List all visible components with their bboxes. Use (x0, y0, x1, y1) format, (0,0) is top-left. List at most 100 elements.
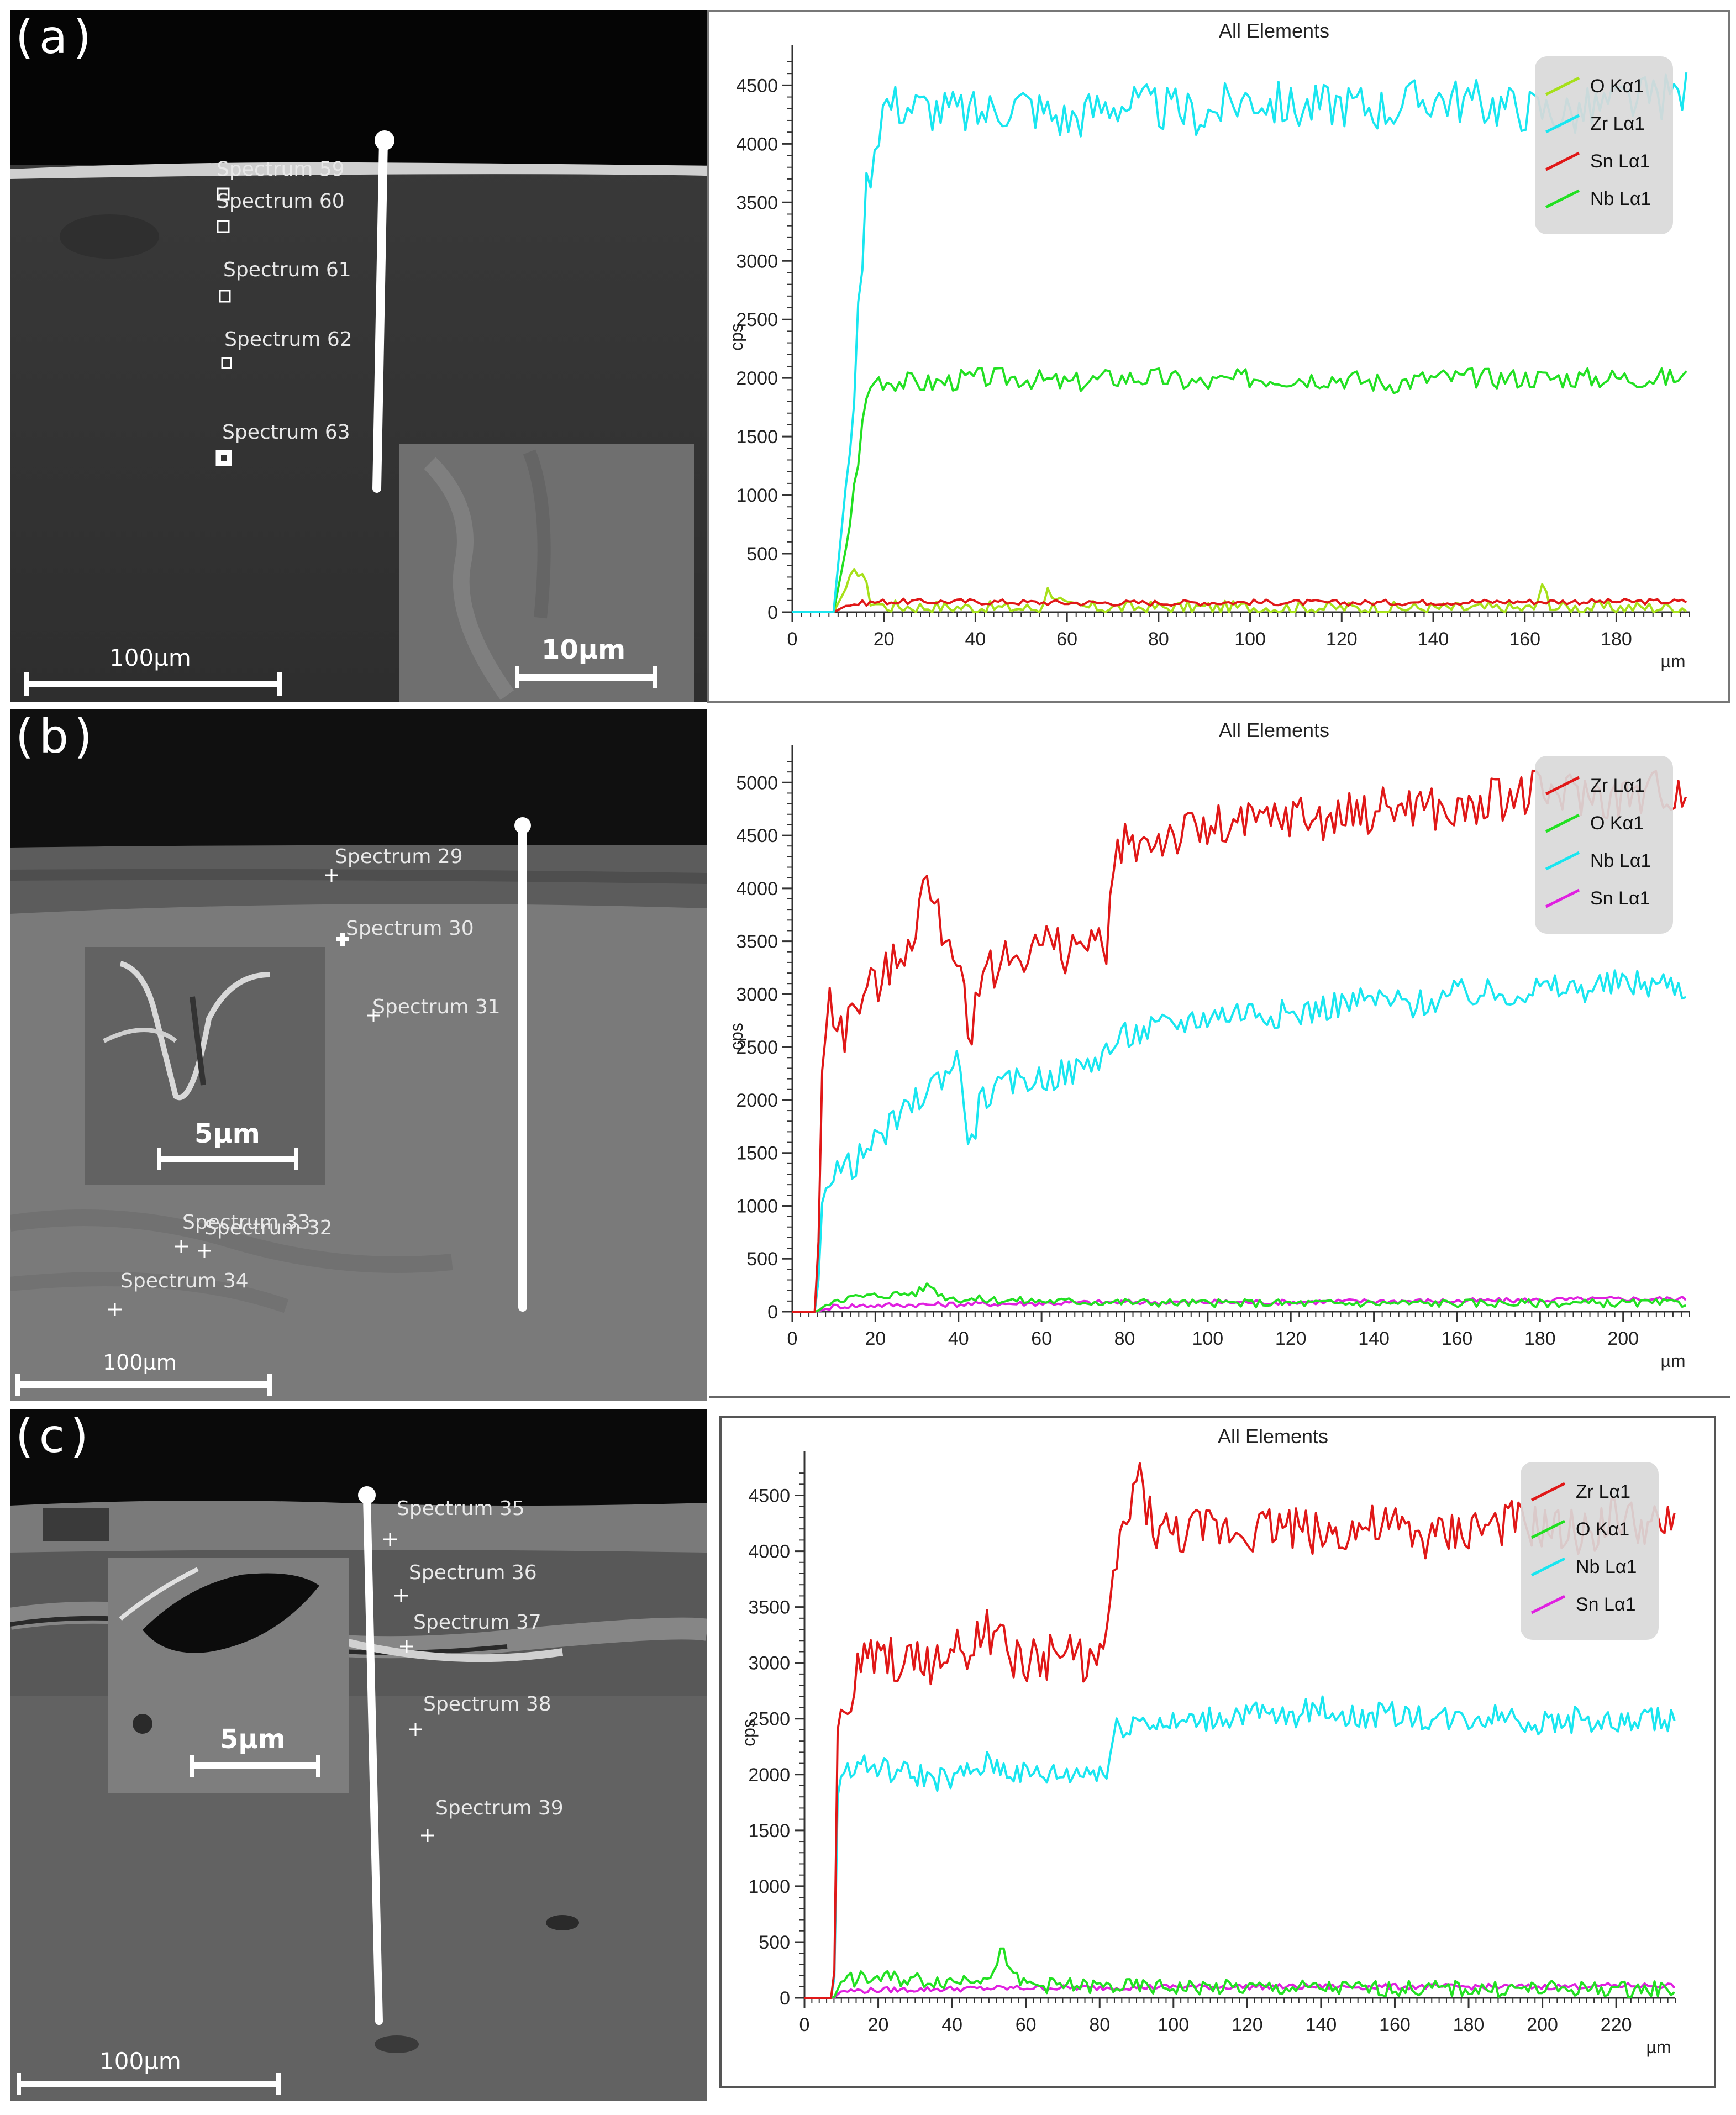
x-tick-label: 20 (868, 2014, 889, 2035)
series-line (792, 597, 1687, 613)
legend-swatch (1545, 851, 1580, 871)
y-tick-label: 2500 (736, 1037, 778, 1058)
x-tick-label: 220 (1601, 2014, 1632, 2035)
y-tick-label: 1000 (748, 1876, 790, 1897)
legend-label: Zr Lα1 (1576, 1481, 1630, 1502)
y-tick-label: 3000 (736, 984, 778, 1005)
x-tick-label: 80 (1148, 629, 1169, 650)
y-tick-label: 4000 (748, 1541, 790, 1562)
x-axis-label: µm (1660, 1351, 1685, 1371)
chart-title: All Elements (1219, 719, 1329, 741)
y-tick-label: 2000 (748, 1765, 790, 1786)
legend-label: Zr Lα1 (1590, 775, 1645, 796)
y-tick-label: 3000 (736, 251, 778, 272)
legend-label: Zr Lα1 (1590, 113, 1645, 134)
legend-label: Nb Lα1 (1576, 1556, 1637, 1577)
x-tick-label: 120 (1232, 2014, 1263, 2035)
legend-label: Nb Lα1 (1590, 188, 1651, 209)
panel-label-a: (a) (15, 10, 97, 64)
x-tick-label: 100 (1234, 629, 1266, 650)
series-line (792, 568, 1687, 613)
sem-image-c-graphic (10, 1409, 707, 2101)
sem-image-b-graphic (10, 709, 707, 1401)
spectrum-label: Spectrum 35 (397, 1497, 525, 1520)
legend-swatch (1545, 189, 1580, 209)
legend-swatch (1545, 76, 1580, 96)
y-tick-label: 2500 (736, 309, 778, 330)
scale-bar-main-label: 100µm (103, 1350, 177, 1375)
line-chart-b: All Elements 0 500 1000 1500 2000 2500 3000 3500… (709, 712, 1728, 1400)
legend-swatch (1530, 1595, 1566, 1614)
legend-box (1535, 56, 1673, 234)
y-tick-label: 3500 (736, 932, 778, 953)
x-tick-label: 100 (1158, 2014, 1189, 2035)
sem-image-a: (a) Spectrum 59 Spectrum 60 Spectrum 61 … (10, 10, 707, 702)
spectrum-label: Spectrum 38 (423, 1693, 551, 1716)
scale-bar-inset-label: 5µm (194, 1118, 260, 1149)
legend-label: O Kα1 (1590, 76, 1644, 97)
chart-frame-c (719, 1416, 1716, 2088)
spectrum-label: Spectrum 33 (182, 1211, 311, 1234)
legend-label: Sn Lα1 (1590, 151, 1650, 172)
x-tick-label: 120 (1326, 629, 1358, 650)
series-line (804, 1695, 1676, 1999)
x-tick-label: 40 (941, 2014, 962, 2035)
x-axis-label: µm (1646, 2037, 1671, 2057)
spectrum-label: Spectrum 30 (346, 917, 474, 940)
scale-bar-inset-label: 10µm (541, 634, 626, 665)
x-tick-label: 160 (1379, 2014, 1411, 2035)
spectrum-label: Spectrum 39 (435, 1797, 564, 1819)
y-axis-label: cps (727, 323, 746, 351)
y-tick-label: 5000 (736, 772, 778, 793)
sem-image-a-graphic (10, 10, 707, 702)
y-tick-label: 1000 (736, 1196, 778, 1217)
x-tick-label: 140 (1418, 629, 1449, 650)
y-tick-label: 500 (746, 1249, 778, 1270)
chart-frame-b-bottom (709, 1396, 1730, 1398)
line-chart-c: All Elements 0 500 1000 1500 2000 2500 3000 3500… (722, 1418, 1714, 2086)
y-tick-label: 4500 (736, 75, 778, 96)
spectrum-label: Spectrum 60 (217, 190, 345, 213)
spectrum-label: Spectrum 32 (204, 1217, 333, 1239)
legend-box (1535, 756, 1673, 934)
chart-title: All Elements (1218, 1425, 1328, 1448)
y-tick-label: 3500 (748, 1597, 790, 1618)
x-tick-label: 140 (1306, 2014, 1337, 2035)
chart-svg: All Elements0500100015002000250030003500… (739, 1425, 1676, 2057)
legend-swatch (1530, 1482, 1566, 1502)
legend-swatch (1545, 776, 1580, 796)
panel-label-b: (b) (15, 709, 98, 764)
spectrum-label: Spectrum 31 (372, 996, 501, 1018)
y-tick-label: 3000 (748, 1653, 790, 1674)
y-tick-label: 1000 (736, 485, 778, 506)
y-tick-label: 0 (767, 1302, 778, 1323)
y-tick-label: 4000 (736, 134, 778, 155)
sem-image-c: (c) Spectrum 35 Spectrum 36 Spectrum 37 … (10, 1409, 707, 2101)
y-axis-label: cps (727, 1023, 746, 1050)
x-tick-label: 200 (1607, 1328, 1639, 1349)
x-tick-label: 100 (1192, 1328, 1223, 1349)
scale-bar-main-label: 100µm (99, 2048, 181, 2075)
series-line (792, 1296, 1687, 1313)
series-line (792, 969, 1686, 1313)
spectrum-label: Spectrum 36 (409, 1561, 537, 1584)
chart-frame-a (707, 10, 1730, 703)
x-tick-label: 200 (1527, 2014, 1558, 2035)
x-tick-label: 0 (799, 2014, 810, 2035)
x-tick-label: 60 (1056, 629, 1077, 650)
y-axis-label: cps (739, 1719, 759, 1746)
x-tick-label: 120 (1275, 1328, 1307, 1349)
x-tick-label: 20 (865, 1328, 886, 1349)
x-tick-label: 80 (1089, 2014, 1110, 2035)
chart-svg: All Elements0500100015002000250030003500… (727, 19, 1690, 671)
panel-label-c: (c) (15, 1409, 94, 1463)
y-tick-label: 2000 (736, 368, 778, 389)
series-line (804, 1947, 1676, 1999)
chart-title: All Elements (1219, 19, 1329, 42)
x-tick-label: 80 (1114, 1328, 1135, 1349)
series-line (792, 1282, 1686, 1313)
legend-swatch (1530, 1557, 1566, 1577)
spectrum-label: Spectrum 61 (223, 259, 351, 281)
x-tick-label: 160 (1509, 629, 1540, 650)
x-tick-label: 160 (1442, 1328, 1473, 1349)
